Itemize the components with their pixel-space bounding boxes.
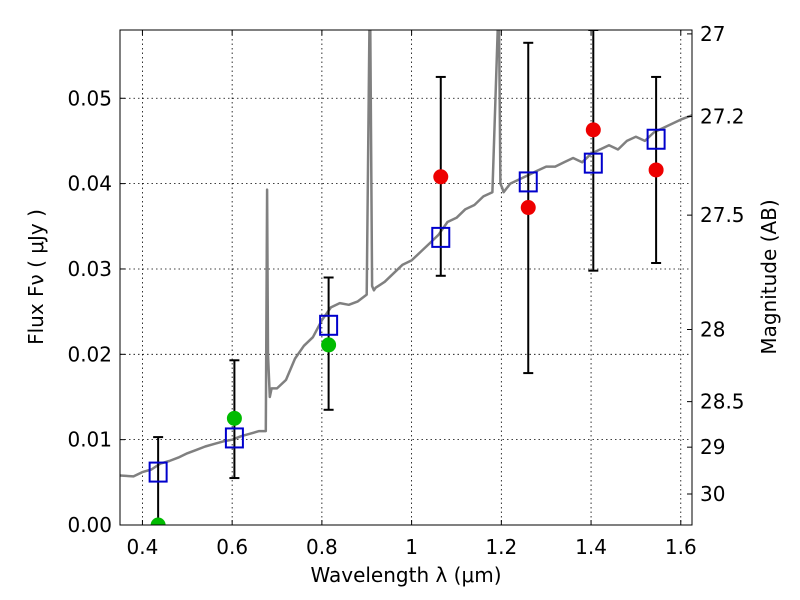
y-tick-labels: 0.00 0.01 0.02 0.03 0.04 0.05 (67, 86, 112, 537)
photometry-square (518, 171, 538, 193)
x-axis-label: Wavelength λ (μm) (310, 563, 501, 587)
green-points-layer (150, 337, 337, 525)
red-points-layer (433, 122, 664, 216)
x-tick-label: 0.4 (127, 535, 159, 559)
photometry-square (148, 461, 168, 483)
photometry-square (319, 314, 339, 336)
model-spectrum-line (120, 30, 692, 478)
green-point (150, 517, 166, 525)
red-point (585, 122, 601, 138)
errorbar-layer (153, 30, 662, 525)
right-tick-label: 28.5 (700, 390, 745, 414)
y-tick-label: 0.01 (67, 428, 112, 452)
red-point (433, 169, 449, 185)
right-tick-label: 27.5 (700, 203, 745, 227)
right-axis-label: Magnitude (AB) (757, 199, 781, 354)
x-tick-label: 1 (405, 535, 418, 559)
right-tick-label: 30 (700, 482, 725, 506)
y-tick-label: 0.03 (67, 257, 112, 281)
y-tick-label: 0.02 (67, 342, 112, 366)
plot-frame (119, 29, 693, 526)
model-spectrum-layer (120, 30, 692, 478)
photometry-square (431, 226, 451, 248)
y-axis-label: Flux Fν ( μJy ) (24, 209, 48, 345)
y-tick-label: 0.05 (67, 86, 112, 110)
x-tick-label: 0.8 (306, 535, 338, 559)
photometry-squares-layer (148, 128, 666, 483)
y-tick-label: 0.04 (67, 172, 112, 196)
x-tick-label: 1.2 (485, 535, 517, 559)
right-tick-label: 29 (700, 435, 725, 459)
x-tick-label: 1.4 (575, 535, 607, 559)
x-tick-label: 1.6 (665, 535, 697, 559)
x-tick-label: 0.6 (216, 535, 248, 559)
right-tick-label: 27.2 (700, 105, 745, 129)
y-tick-label: 0.00 (67, 513, 112, 537)
right-tick-label: 28 (700, 317, 725, 341)
photometry-square (646, 128, 666, 150)
red-point (520, 200, 536, 216)
green-point (321, 337, 337, 353)
photometry-square (583, 152, 603, 174)
red-point (648, 162, 664, 178)
ticks (120, 30, 692, 526)
right-tick-label: 27 (700, 22, 725, 46)
right-tick-labels: 27 27.2 27.5 28 28.5 29 30 (700, 22, 745, 506)
photometry-square (224, 427, 244, 449)
x-tick-labels: 0.4 0.6 0.8 1 1.2 1.4 1.6 (127, 535, 697, 559)
green-point (226, 410, 242, 426)
grid (120, 30, 692, 526)
